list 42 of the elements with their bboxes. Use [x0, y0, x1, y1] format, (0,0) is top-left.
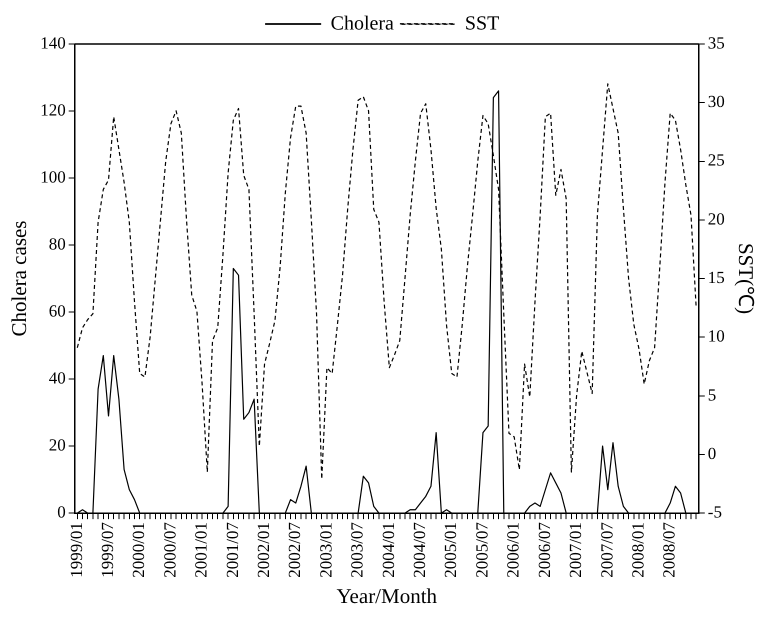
x-tick-label: 2000/01 — [129, 522, 148, 578]
x-tick-label: 2003/07 — [348, 522, 367, 578]
y-tick-label: 60 — [48, 302, 66, 321]
x-tick-label: 2000/07 — [160, 522, 180, 578]
y-tick-label: 100 — [40, 167, 66, 186]
x-tick-label: 2004/07 — [410, 522, 430, 578]
x-axis-title: Year/Month — [336, 584, 438, 608]
y2-tick-label: 20 — [708, 209, 725, 228]
y-tick-label: 80 — [48, 234, 66, 254]
x-tick-label: 1999/07 — [98, 522, 117, 578]
x-tick-label: 2001/01 — [192, 522, 211, 578]
y2-axis-title: SST(℃) — [734, 242, 758, 314]
y2-tick-label: 25 — [708, 150, 725, 170]
x-tick-label: 2002/01 — [254, 522, 273, 578]
x-tick-label: 2006/07 — [534, 522, 554, 578]
x-tick-label: 2005/01 — [441, 522, 460, 578]
legend-label: SST — [464, 12, 500, 34]
y-tick-label: 0 — [57, 502, 66, 522]
y-tick-label: 120 — [40, 100, 66, 120]
y-tick-label: 140 — [40, 33, 66, 52]
x-tick-label: 2008/07 — [660, 522, 679, 578]
y2-tick-label: 0 — [708, 444, 716, 463]
x-tick-label: 2007/01 — [566, 522, 586, 578]
x-tick-label: 2005/07 — [472, 522, 492, 578]
x-tick-label: 2006/01 — [504, 522, 523, 578]
y2-tick-label: 10 — [708, 326, 725, 346]
x-tick-label: 2001/07 — [222, 522, 242, 578]
y-tick-label: 20 — [48, 436, 66, 455]
y2-tick-label: 15 — [708, 268, 725, 288]
y2-tick-label: 30 — [708, 92, 725, 112]
x-tick-label: 2003/01 — [316, 522, 336, 578]
x-tick-label: 1999/01 — [66, 522, 86, 578]
y2-tick-label: 5 — [708, 385, 716, 404]
legend-label: Cholera — [330, 12, 394, 34]
y-axis-title: Cholera cases — [7, 220, 32, 337]
x-tick-label: 2008/01 — [628, 522, 648, 578]
y-tick-label: 40 — [48, 368, 66, 388]
y2-tick-label: 35 — [708, 33, 725, 52]
x-tick-label: 2002/07 — [285, 522, 304, 578]
x-tick-label: 2004/01 — [378, 522, 398, 578]
x-tick-label: 2007/07 — [597, 522, 616, 578]
y2-tick-label: -5 — [708, 502, 722, 522]
